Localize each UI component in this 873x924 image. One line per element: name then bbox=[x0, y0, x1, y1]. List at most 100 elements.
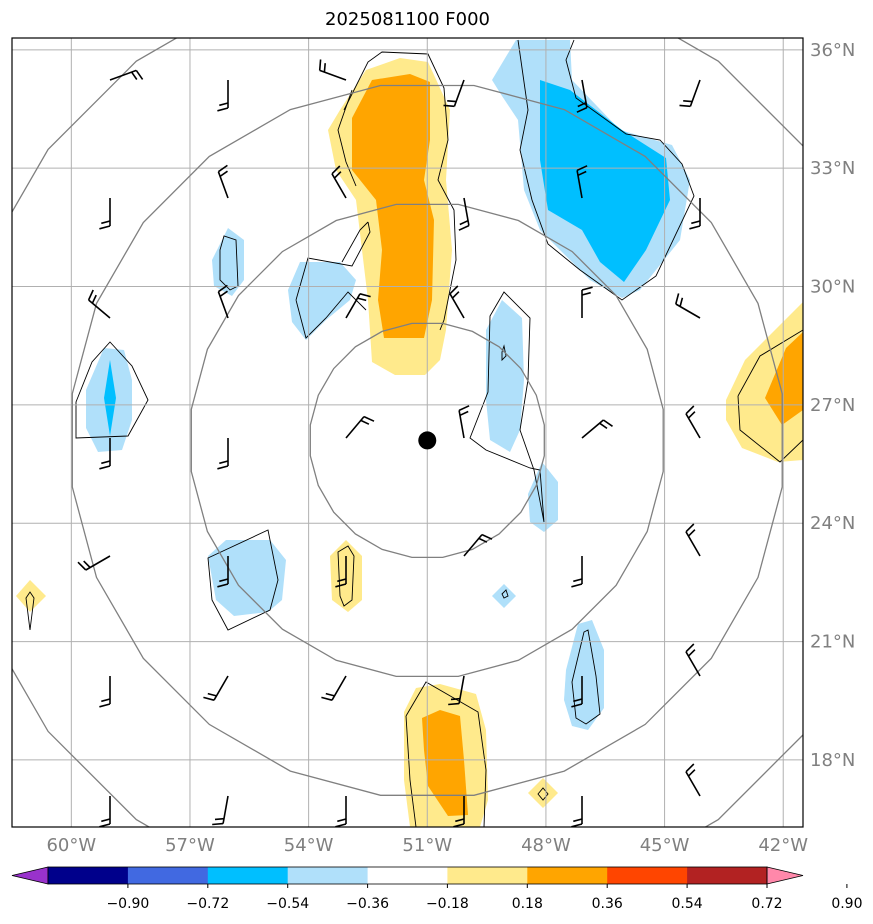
colorbar-label-8: 0.72 bbox=[751, 896, 782, 912]
colorbar-extend-low bbox=[11, 866, 49, 885]
range-ring-3 bbox=[71, 84, 783, 796]
negative-far-west-core bbox=[104, 360, 116, 436]
contour-north bbox=[343, 51, 457, 331]
colorbar-label-6: 0.36 bbox=[592, 896, 623, 912]
longitude-tick-labels: 60°W 57°W 54°W 51°W 48°W 45°W 42°W bbox=[46, 835, 808, 856]
colorbar-label-7: 0.54 bbox=[672, 896, 703, 912]
colorbar-frame bbox=[47, 866, 768, 885]
wind-barb bbox=[345, 415, 375, 439]
contour-small-west bbox=[219, 235, 239, 291]
colorbar-segment-4 bbox=[367, 867, 448, 884]
longitude-label-2: 54°W bbox=[284, 835, 334, 856]
wind-barb bbox=[576, 165, 588, 199]
graticule-lines bbox=[12, 38, 803, 827]
contour-center-east bbox=[469, 291, 545, 523]
wind-barb bbox=[212, 795, 229, 826]
wind-barb bbox=[571, 556, 583, 588]
wind-barb bbox=[335, 796, 347, 827]
wind-barb-layer bbox=[77, 59, 701, 827]
latitude-tick-labels: 36°N 33°N 30°N 27°N 24°N 21°N 18°N bbox=[810, 40, 855, 771]
range-ring-2 bbox=[190, 203, 664, 678]
contour-center-east-dot bbox=[501, 344, 507, 362]
wind-barb bbox=[685, 763, 701, 797]
colorbar-segment-5 bbox=[447, 867, 528, 884]
negative-center-east bbox=[486, 300, 524, 452]
colorbar-label-4: −0.18 bbox=[426, 896, 469, 912]
longitude-label-0: 60°W bbox=[46, 835, 96, 856]
wind-barb bbox=[458, 405, 470, 439]
colorbar-segment-0 bbox=[48, 867, 129, 884]
contour-south bbox=[405, 681, 487, 827]
contour-far-west bbox=[75, 341, 149, 439]
colorbar-label-2: −0.54 bbox=[266, 896, 309, 912]
colorbar-segment-7 bbox=[607, 867, 688, 884]
wind-barb bbox=[99, 198, 111, 230]
map-title: 2025081100 F000 bbox=[325, 9, 490, 30]
latitude-label-2: 30°N bbox=[810, 277, 855, 298]
colorbar-segment-1 bbox=[127, 867, 209, 884]
negative-south-small bbox=[492, 584, 516, 608]
wind-barb bbox=[217, 284, 229, 319]
wind-barb bbox=[685, 643, 701, 677]
contour-east bbox=[737, 329, 803, 463]
wind-barb bbox=[87, 289, 111, 319]
positive-core-east bbox=[765, 332, 803, 425]
wind-barb bbox=[685, 523, 701, 557]
colorbar-segment-8 bbox=[687, 867, 768, 884]
wind-barb bbox=[321, 675, 347, 701]
storm-center-marker bbox=[418, 431, 437, 450]
contour-south-small bbox=[337, 545, 355, 607]
wind-barb bbox=[203, 675, 229, 701]
colorbar-label-5: 0.18 bbox=[512, 896, 543, 912]
longitude-label-4: 48°W bbox=[521, 835, 571, 856]
colorbar-segment-3 bbox=[287, 867, 369, 884]
colorbar-segment-2 bbox=[207, 867, 289, 884]
wind-barb bbox=[335, 556, 347, 588]
longitude-label-5: 45°W bbox=[640, 835, 690, 856]
wind-barb bbox=[679, 79, 701, 108]
wind-barb bbox=[581, 286, 593, 318]
wind-barb bbox=[689, 198, 701, 230]
negative-west-center bbox=[288, 262, 356, 340]
colorbar-extend-high bbox=[766, 866, 804, 885]
longitude-label-3: 51°W bbox=[402, 835, 452, 856]
contour-southwest bbox=[207, 529, 279, 631]
wind-barb bbox=[99, 676, 111, 708]
colorbar-label-9: 0.90 bbox=[831, 896, 862, 912]
contour-west-center bbox=[295, 221, 371, 339]
contour-southeast bbox=[571, 629, 601, 725]
wind-barb bbox=[217, 80, 229, 112]
wind-barb bbox=[581, 419, 613, 439]
wind-barb bbox=[99, 796, 111, 827]
wind-barb bbox=[463, 533, 493, 557]
wind-barb bbox=[453, 796, 465, 827]
wind-barb bbox=[318, 59, 347, 81]
wind-barb bbox=[571, 676, 583, 708]
colorbar-label-3: −0.36 bbox=[346, 896, 389, 912]
colorbar-label-0: −0.90 bbox=[106, 896, 149, 912]
range-ring-1 bbox=[309, 322, 545, 559]
wind-barb bbox=[458, 197, 470, 231]
wind-barb bbox=[449, 285, 465, 319]
wind-barb bbox=[443, 79, 465, 108]
contour-northeast bbox=[517, 39, 695, 301]
positive-core-south bbox=[422, 710, 468, 816]
longitude-label-1: 57°W bbox=[165, 835, 215, 856]
positive-dot-west bbox=[16, 580, 46, 612]
wind-barb bbox=[99, 438, 111, 470]
colorbar: −0.90 −0.72 −0.54 −0.36 −0.18 0.18 0.36 0.54 0.7… bbox=[11, 866, 862, 912]
latitude-label-1: 33°N bbox=[810, 158, 855, 179]
wind-barb bbox=[576, 79, 588, 113]
wind-barb bbox=[77, 555, 111, 571]
negative-core-northeast bbox=[540, 80, 670, 282]
wind-barb bbox=[685, 405, 701, 439]
latitude-label-5: 21°N bbox=[810, 632, 855, 653]
wind-barb bbox=[217, 556, 229, 588]
wind-barb bbox=[571, 796, 583, 827]
wind-barb bbox=[448, 675, 465, 706]
latitude-label-0: 36°N bbox=[810, 40, 855, 61]
contour-south-center-dot bbox=[501, 589, 509, 599]
